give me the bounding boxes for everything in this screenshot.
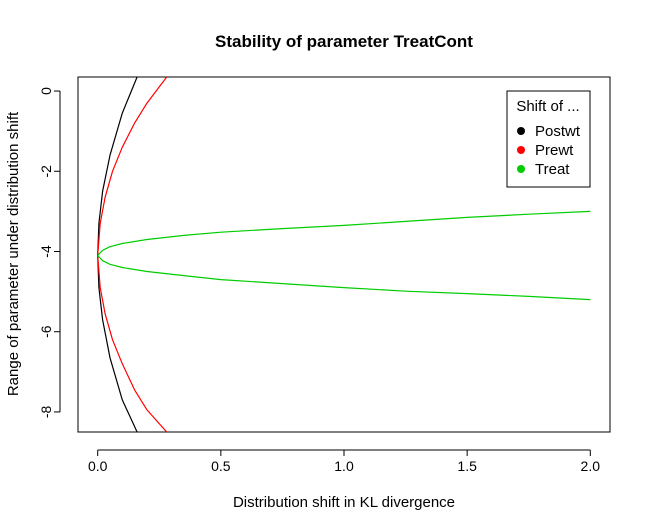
legend-entry-postwt: Postwt xyxy=(535,123,581,140)
legend-title: Shift of ... xyxy=(516,98,579,115)
x-axis-label: Distribution shift in KL divergence xyxy=(233,494,455,511)
x-tick-label-1-0: 1.0 xyxy=(334,458,354,474)
legend-entry-treat: Treat xyxy=(535,161,570,178)
y-tick-label-6: -6 xyxy=(38,325,54,338)
x-tick-label-0-5: 0.5 xyxy=(211,458,231,474)
series-layer xyxy=(97,77,591,432)
y-tick-label-8: -8 xyxy=(38,406,54,419)
series-line-postwt-upper xyxy=(97,77,138,256)
y-tick-label-2: -2 xyxy=(38,165,54,178)
x-tick-label-1-5: 1.5 xyxy=(457,458,477,474)
series-line-treat-lower xyxy=(97,255,591,301)
legend: Shift of ... Postwt Prewt Treat xyxy=(506,90,591,188)
legend-marker-prewt xyxy=(517,146,525,154)
plot-area-frame xyxy=(77,76,611,433)
series-line-prewt-upper xyxy=(97,77,168,256)
x-axis: 0.0 0.5 1.0 1.5 2.0 xyxy=(88,449,601,474)
y-tick-label-0: 0 xyxy=(38,87,54,95)
legend-entry-prewt: Prewt xyxy=(535,142,574,159)
chart-title: Stability of parameter TreatCont xyxy=(215,32,473,51)
series-line-treat-upper xyxy=(97,210,591,256)
series-line-postwt-lower xyxy=(97,255,138,432)
legend-marker-postwt xyxy=(517,127,525,135)
y-axis: 0 -2 -4 -6 -8 xyxy=(38,87,61,419)
x-tick-label-2-0: 2.0 xyxy=(581,458,601,474)
x-tick-label-0-0: 0.0 xyxy=(88,458,108,474)
y-axis-label: Range of parameter under distribution sh… xyxy=(5,111,22,396)
legend-marker-treat xyxy=(517,165,525,173)
series-line-prewt-lower xyxy=(97,255,168,432)
y-tick-label-4: -4 xyxy=(38,245,54,258)
